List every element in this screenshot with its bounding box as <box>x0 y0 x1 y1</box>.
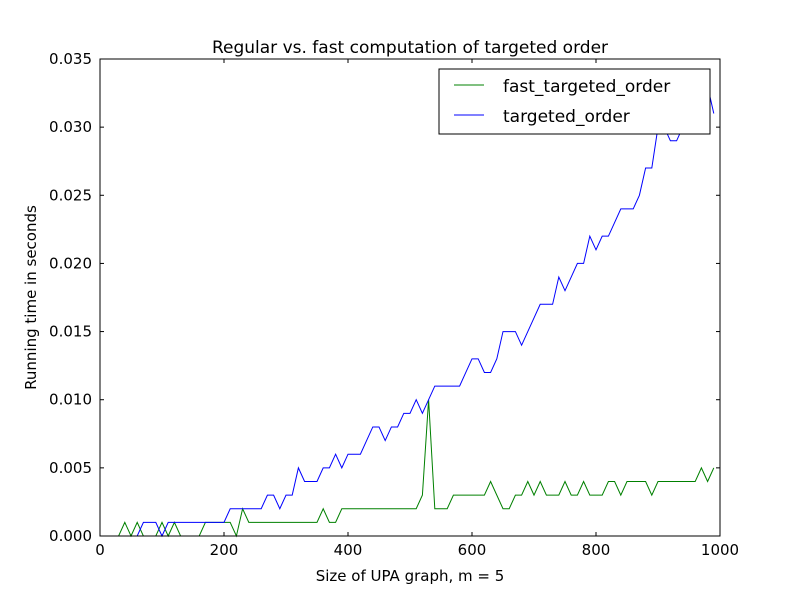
x-tick-label: 400 <box>334 541 363 559</box>
legend-label-targeted-order: targeted_order <box>503 107 630 127</box>
tick-layer: 0 200 400 600 800 1000 0.000 0.005 0.010 0.015 0.0… <box>49 50 739 559</box>
x-tick-label: 600 <box>458 541 487 559</box>
x-tick-label: 0 <box>95 541 105 559</box>
legend-box <box>438 68 711 135</box>
y-tick-label: 0.005 <box>49 459 92 477</box>
y-tick-label: 0.035 <box>49 50 92 68</box>
legend-label-fast-targeted-order: fast_targeted_order <box>503 77 670 97</box>
y-tick-label: 0.000 <box>49 527 92 545</box>
x-tick-label: 200 <box>210 541 239 559</box>
x-tick-label: 1000 <box>701 541 739 559</box>
series-layer <box>106 86 715 538</box>
x-tick-label: 800 <box>582 541 611 559</box>
x-axis-label: Size of UPA graph, m = 5 <box>316 567 505 585</box>
y-tick-label: 0.025 <box>49 186 92 204</box>
plot-area <box>100 59 720 536</box>
y-tick-label: 0.030 <box>49 118 92 136</box>
legend: fast_targeted_order targeted_order <box>438 68 711 135</box>
plot-frame <box>99 58 721 537</box>
series-line-targeted-order <box>106 86 715 538</box>
y-tick-label: 0.015 <box>49 323 92 341</box>
y-tick-label: 0.020 <box>49 254 92 272</box>
y-axis-label: Running time in seconds <box>22 205 40 390</box>
y-tick-label: 0.010 <box>49 391 92 409</box>
chart-title: Regular vs. fast computation of targeted… <box>212 38 608 58</box>
